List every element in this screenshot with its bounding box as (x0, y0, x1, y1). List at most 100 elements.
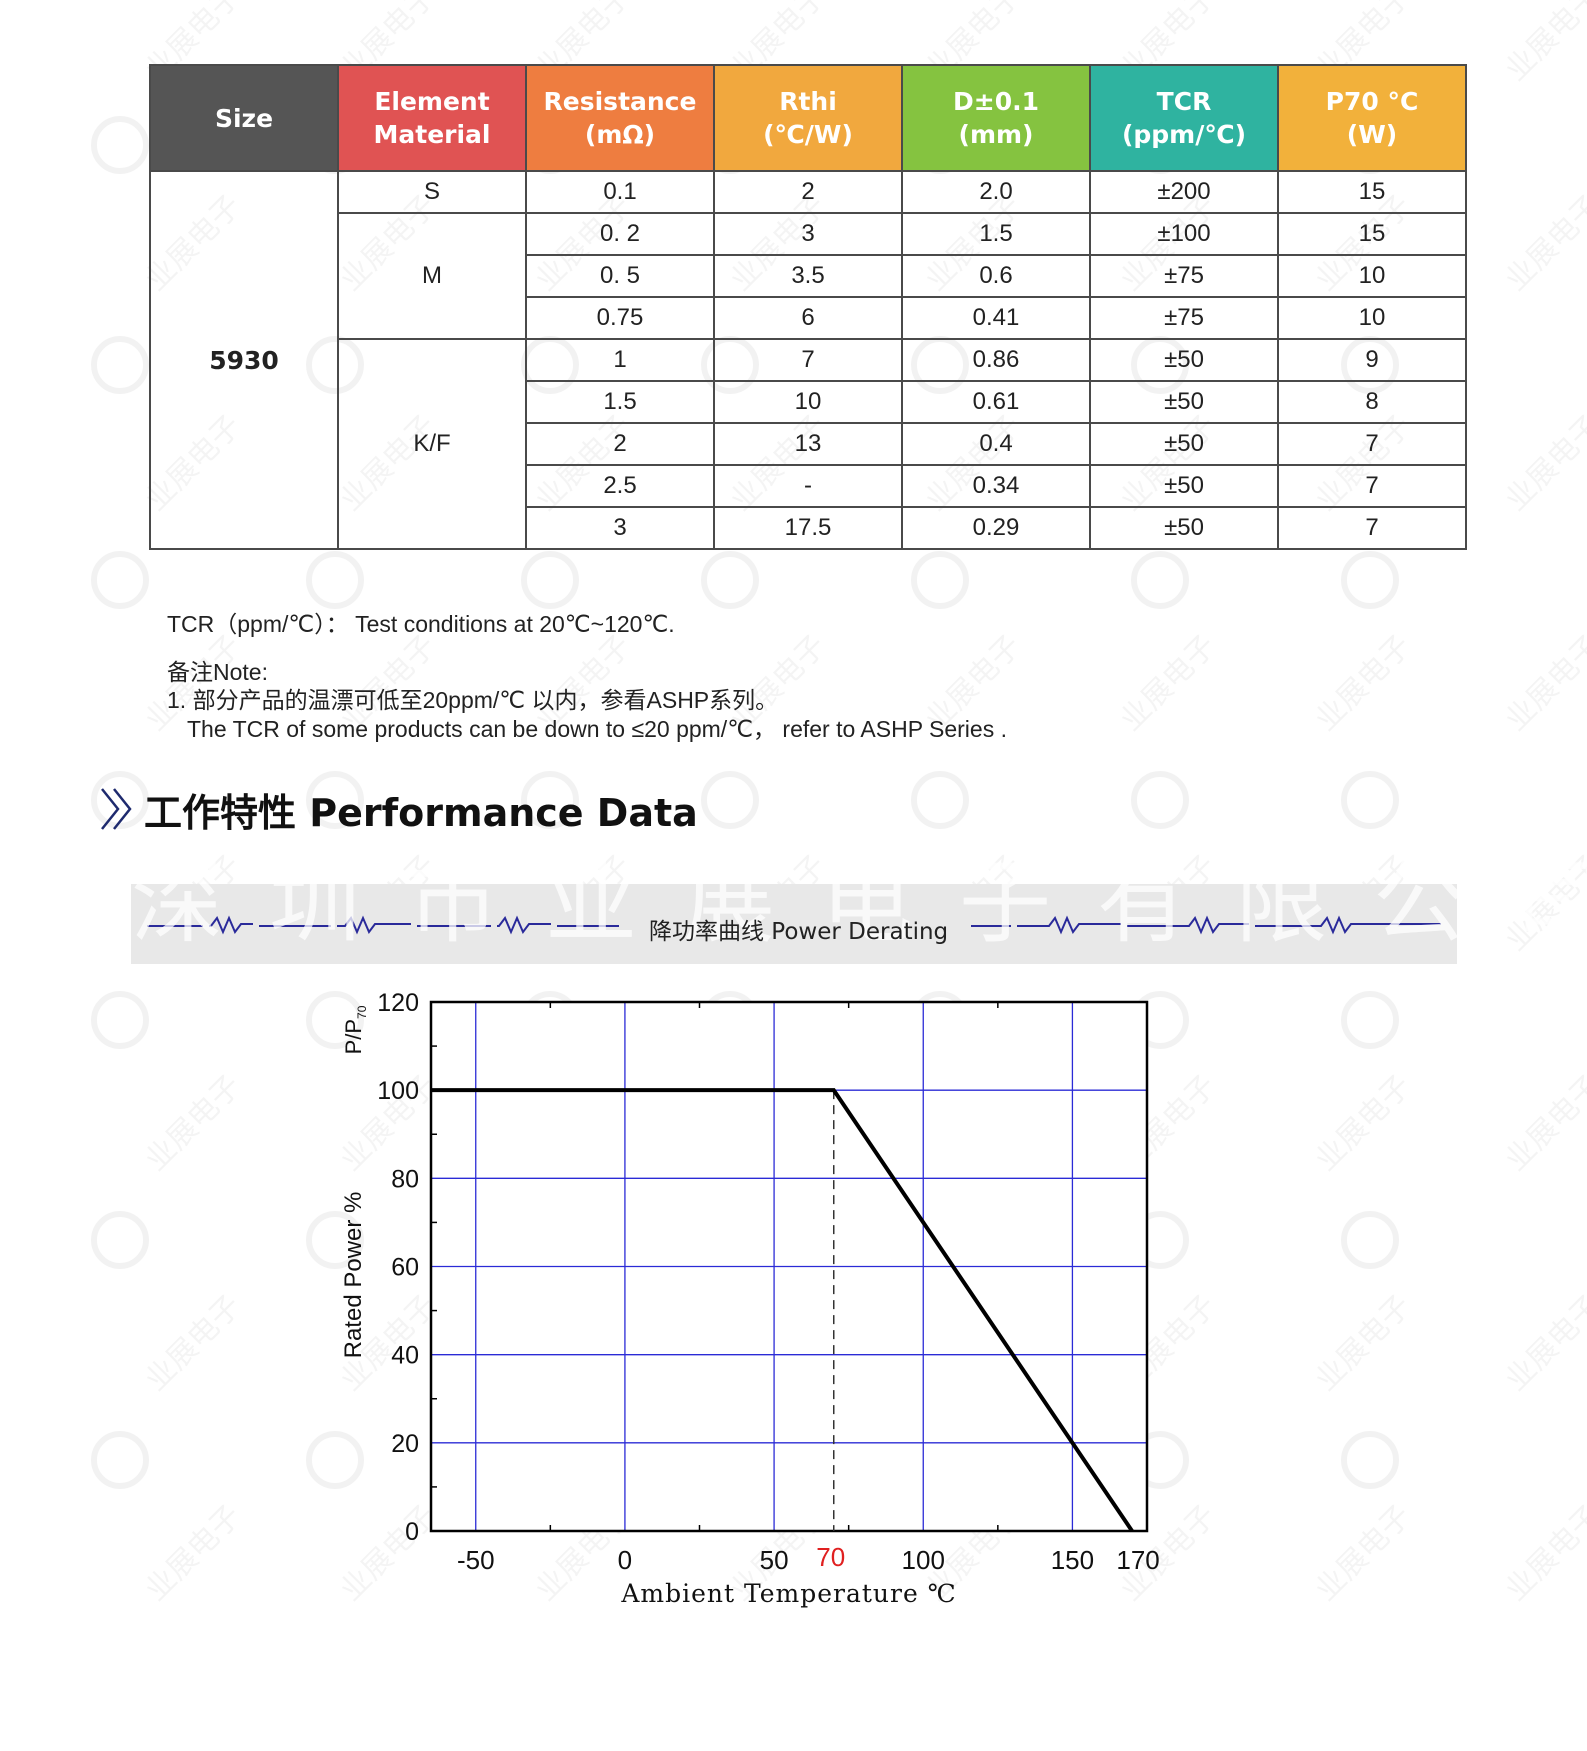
y-tick-label: 80 (391, 1165, 419, 1193)
banner-title: 降功率曲线 Power Derating (649, 919, 949, 945)
watermark-logo-icon (91, 1431, 149, 1489)
y-axis-top-label-sub: 70 (355, 1005, 369, 1019)
tcr-cell: ±50 (1089, 464, 1279, 508)
diameter-cell: 0.41 (901, 296, 1091, 340)
x-tick-label: 0 (618, 1545, 632, 1575)
rthi-cell: - (713, 464, 903, 508)
y-tick-label: 0 (405, 1518, 419, 1546)
diameter-cell: 2.0 (901, 170, 1091, 214)
tcr-cell: ±75 (1089, 296, 1279, 340)
p70-cell: 15 (1277, 212, 1467, 256)
watermark-text: 业展电子 (1113, 628, 1223, 738)
rthi-cell: 2 (713, 170, 903, 214)
watermark-text: 业展电子 (1498, 848, 1587, 958)
tcr-condition-note: TCR（ppm/℃）： Test conditions at 20℃~120℃. (167, 611, 675, 637)
diameter-cell: 1.5 (901, 212, 1091, 256)
diameter-cell: 0.61 (901, 380, 1091, 424)
watermark-logo-icon (1131, 771, 1189, 829)
watermark-logo-icon (91, 116, 149, 174)
resistance-cell: 2.5 (525, 464, 715, 508)
watermark-text: 业展电子 (1498, 1498, 1587, 1608)
tcr-cell: ±200 (1089, 170, 1279, 214)
watermark-logo-icon (911, 551, 969, 609)
watermark-text: 业展电子 (1498, 628, 1587, 738)
y-tick-label: 120 (377, 989, 419, 1017)
y-tick-label: 20 (391, 1430, 419, 1458)
resistance-cell: 1.5 (525, 380, 715, 424)
watermark-text: 业展电子 (1308, 628, 1418, 738)
material-cell: S (337, 170, 527, 214)
watermark-text: 业展电子 (1498, 0, 1587, 88)
rthi-cell: 7 (713, 338, 903, 382)
rthi-cell: 17.5 (713, 506, 903, 550)
watermark-logo-icon (701, 771, 759, 829)
tcr-cell: ±50 (1089, 422, 1279, 466)
watermark-logo-icon (91, 991, 149, 1049)
tcr-cell: ±75 (1089, 254, 1279, 298)
watermark-text: 业展电子 (1498, 188, 1587, 298)
tcr-cell: ±50 (1089, 338, 1279, 382)
watermark-text: 业展电子 (1498, 1288, 1587, 1398)
p70-cell: 7 (1277, 506, 1467, 550)
diameter-cell: 0.34 (901, 464, 1091, 508)
diameter-cell: 0.86 (901, 338, 1091, 382)
rthi-cell: 10 (713, 380, 903, 424)
note-chinese: 1. 部分产品的温漂可低至20ppm/℃ 以内，参看ASHP系列。 (167, 687, 779, 713)
y-axis-top-label: P/P70 (341, 1005, 369, 1054)
diameter-cell: 0.29 (901, 506, 1091, 550)
tcr-cell: ±100 (1089, 212, 1279, 256)
tcr-cell: ±50 (1089, 506, 1279, 550)
derating-curve (431, 1088, 1134, 1533)
x-tick-label: -50 (457, 1545, 495, 1575)
chart-banner (131, 884, 1457, 964)
x-tick-label: 150 (1051, 1545, 1094, 1575)
y-axis-top-label-main: P/P (341, 1019, 366, 1054)
table-header-row: Size Element Material Resistance (mΩ) Rthi… (149, 64, 1467, 172)
material-cell: K/F (337, 338, 527, 550)
power-derating-chart: 0 20 40 60 80 100 120 -50 0 50 100 150 170 70 Ambient … (340, 989, 1160, 1608)
p70-cell: 10 (1277, 254, 1467, 298)
resistance-cell: 0.75 (525, 296, 715, 340)
x-tick-label: 170 (1116, 1545, 1159, 1575)
watermark-text: 业展电子 (1498, 408, 1587, 518)
watermark-logo-icon (1341, 1211, 1399, 1269)
header-diameter: D±0.1 (mm) (901, 64, 1091, 172)
p70-cell: 8 (1277, 380, 1467, 424)
size-cell: 5930 (149, 170, 339, 550)
rthi-cell: 6 (713, 296, 903, 340)
watermark-text: 业展电子 (138, 1498, 248, 1608)
watermark-logo-icon (1341, 991, 1399, 1049)
resistance-cell: 1 (525, 338, 715, 382)
header-size: Size (149, 64, 339, 172)
watermark-logo-icon (306, 551, 364, 609)
material-cell: M (337, 212, 527, 340)
note-title: 备注Note: (167, 659, 268, 685)
x-tick-label: 100 (902, 1545, 945, 1575)
note-english: The TCR of some products can be down to … (187, 716, 1007, 742)
p70-cell: 10 (1277, 296, 1467, 340)
rthi-cell: 3 (713, 212, 903, 256)
rthi-cell: 13 (713, 422, 903, 466)
p70-cell: 9 (1277, 338, 1467, 382)
table-row: 0. 5 3.5 0.6 ±75 10 (150, 254, 1467, 298)
watermark-logo-icon (1341, 1431, 1399, 1489)
watermark-text: 业展电子 (1308, 1288, 1418, 1398)
spec-table: Size Element Material Resistance (mΩ) Rthi… (149, 64, 1467, 550)
watermark-logo-icon (91, 551, 149, 609)
table-row: K/F 1 7 0.86 ±50 9 (150, 338, 1467, 550)
section-title: 工作特性 Performance Data (98, 780, 698, 838)
resistor-line-icon (147, 915, 1441, 935)
y-tick-label: 100 (377, 1077, 419, 1105)
watermark-text: 业展电子 (138, 1068, 248, 1178)
rthi-cell: 3.5 (713, 254, 903, 298)
diameter-cell: 0.4 (901, 422, 1091, 466)
watermark-logo-icon (1341, 771, 1399, 829)
table-row: 0.75 6 0.41 ±75 10 (150, 296, 1467, 340)
watermark-text: 业展电子 (1308, 1498, 1418, 1608)
resistance-cell: 0.1 (525, 170, 715, 214)
table-row: 5930 S 0.1 2 2.0 ±200 15 (149, 170, 1467, 550)
resistance-cell: 0. 2 (525, 212, 715, 256)
resistance-cell: 2 (525, 422, 715, 466)
x-tick-label: 50 (760, 1545, 789, 1575)
table-row: 3 17.5 0.29 ±50 7 (150, 506, 1467, 550)
